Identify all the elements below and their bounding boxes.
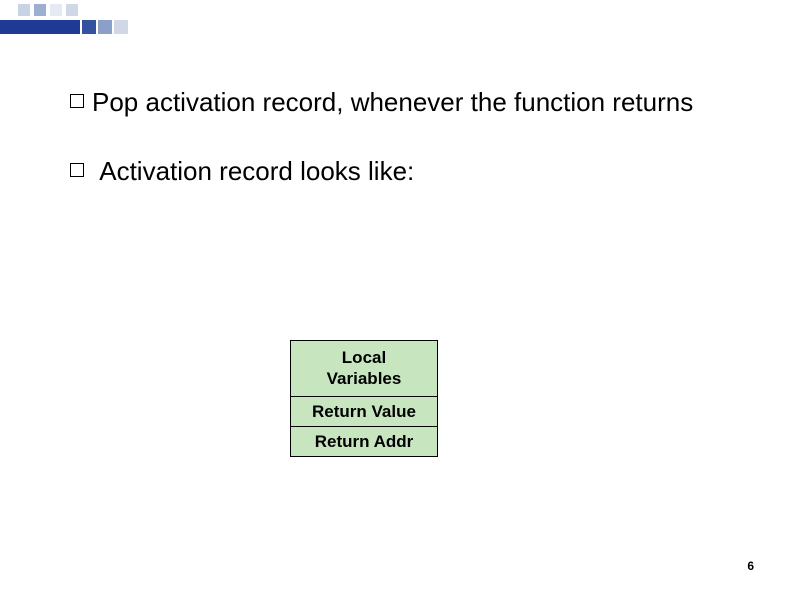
decorative-header xyxy=(0,0,150,40)
activation-record-table: LocalVariables Return Value Return Addr xyxy=(290,340,438,457)
table-cell: Return Addr xyxy=(291,426,438,456)
slide-content: Pop activation record, whenever the func… xyxy=(70,85,714,223)
bullet-marker-icon xyxy=(70,163,84,177)
page-number: 6 xyxy=(747,559,754,573)
bullet-marker-icon xyxy=(70,94,84,108)
bullet-item: Activation record looks like: xyxy=(70,154,714,189)
bullet-text: Pop activation record, whenever the func… xyxy=(92,85,714,120)
table-cell: LocalVariables xyxy=(291,341,438,397)
bullet-text: Activation record looks like: xyxy=(99,154,714,189)
table-cell: Return Value xyxy=(291,396,438,426)
bullet-item: Pop activation record, whenever the func… xyxy=(70,85,714,120)
